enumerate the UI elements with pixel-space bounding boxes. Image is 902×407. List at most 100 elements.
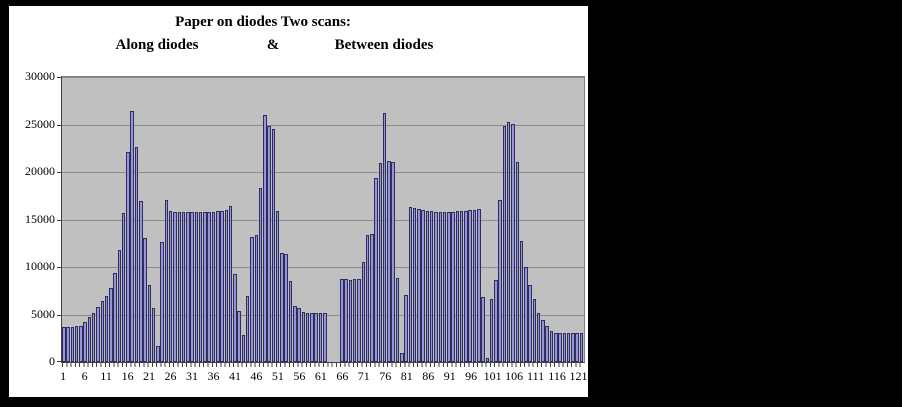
bar <box>305 312 310 362</box>
x-tick-label: 26 <box>164 369 177 383</box>
bar <box>237 310 241 362</box>
bar <box>459 210 464 362</box>
bar <box>74 326 79 362</box>
bar <box>477 209 481 362</box>
gridline <box>62 172 584 174</box>
x-tick-label: 96 <box>465 369 478 383</box>
gridline <box>62 124 584 126</box>
x-tick-label: 111 <box>527 369 545 383</box>
bar <box>404 294 408 362</box>
subtitle-ampersand: & <box>266 37 280 53</box>
bar <box>203 211 207 362</box>
bar <box>575 333 579 362</box>
y-tick-mark <box>57 77 61 78</box>
x-tick-label: 116 <box>548 369 566 383</box>
bar <box>489 299 494 362</box>
bar <box>438 211 443 362</box>
bar <box>66 327 70 362</box>
bar <box>151 307 156 362</box>
x-tick-label: 46 <box>250 369 263 383</box>
chart-title: Paper on diodes Two scans: <box>175 14 351 30</box>
bar <box>536 312 541 362</box>
bar <box>121 212 126 362</box>
gridline <box>62 219 584 221</box>
bar <box>554 332 558 362</box>
gridline <box>62 267 584 269</box>
bar <box>280 252 284 362</box>
bar <box>400 352 404 362</box>
bar <box>528 284 532 362</box>
bar <box>62 326 66 362</box>
bar <box>143 237 147 362</box>
bar <box>532 299 537 362</box>
bar <box>87 317 92 362</box>
x-tick-label: 21 <box>143 369 156 383</box>
bar <box>447 211 451 362</box>
y-tick-mark <box>57 124 61 126</box>
bar <box>245 296 250 362</box>
bar <box>361 262 365 362</box>
y-tick-label: 30000 <box>25 69 55 83</box>
chart-frame: Paper on diodes Two scans: Along diodes … <box>8 5 589 398</box>
bar <box>387 160 391 362</box>
x-tick-label: 6 <box>81 369 88 383</box>
bar <box>241 335 246 362</box>
y-tick-mark <box>57 314 61 316</box>
bar <box>382 113 387 362</box>
x-tick-label: 101 <box>483 369 502 383</box>
bar <box>263 115 267 362</box>
x-tick-label: 11 <box>100 369 112 383</box>
x-axis-labels: 1 6 11 16 21 26 31 36 41 46 51 56 61 66 71 76 81 86 91 96 10… <box>60 369 587 385</box>
y-tick-mark <box>57 172 61 174</box>
bar <box>91 312 96 362</box>
y-tick-label: 5000 <box>31 306 55 321</box>
chart-subtitle: Along diodes & Between diodes <box>9 37 588 55</box>
y-tick-label: 15000 <box>25 211 55 226</box>
bar <box>566 333 571 362</box>
bar <box>352 279 357 362</box>
bar <box>117 249 122 362</box>
bar <box>340 279 344 362</box>
bar <box>558 333 562 362</box>
bar <box>275 210 280 362</box>
bar <box>395 278 400 362</box>
gridline <box>62 77 584 78</box>
x-tick-label: 51 <box>271 369 284 383</box>
bar <box>370 233 374 362</box>
bar <box>485 357 490 362</box>
bar <box>177 211 182 362</box>
bar <box>374 177 378 362</box>
bar <box>502 126 507 362</box>
bar <box>519 241 524 362</box>
bar <box>429 211 434 362</box>
bar <box>579 333 584 362</box>
x-tick-label: 61 <box>314 369 327 383</box>
bar <box>207 212 211 362</box>
bar <box>472 210 477 362</box>
bar <box>571 333 575 362</box>
bar <box>126 152 130 362</box>
bar <box>468 210 472 362</box>
subtitle-between-diodes: Between diodes <box>334 37 434 53</box>
bar <box>323 312 327 362</box>
bar <box>545 326 549 362</box>
bar <box>113 272 117 362</box>
bar <box>348 279 353 362</box>
bar <box>267 126 271 362</box>
bar <box>79 325 83 362</box>
bar <box>288 281 293 362</box>
bar <box>70 326 75 362</box>
bar <box>186 211 190 362</box>
x-tick-label: 76 <box>379 369 392 383</box>
plot-area <box>57 76 585 367</box>
bar <box>515 161 520 362</box>
bar <box>314 313 318 362</box>
bar <box>442 211 447 362</box>
x-tick-label: 16 <box>121 369 134 383</box>
bar <box>506 121 511 362</box>
bar <box>365 234 370 362</box>
bar <box>164 199 169 362</box>
y-tick-mark <box>57 361 61 362</box>
bar <box>464 210 468 362</box>
